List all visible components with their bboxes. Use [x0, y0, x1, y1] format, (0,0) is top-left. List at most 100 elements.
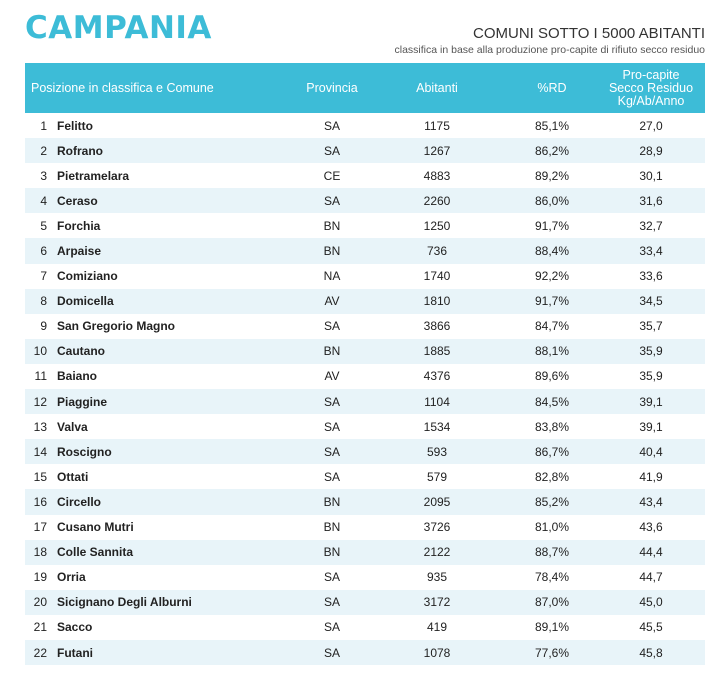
rank-cell: 13: [33, 419, 47, 434]
provincia-cell: SA: [323, 118, 340, 133]
provincia-cell: SA: [323, 595, 340, 610]
rd-cell: 87,0%: [534, 595, 570, 610]
abitanti-cell: 3866: [423, 319, 451, 334]
provincia-cell: SA: [323, 444, 340, 459]
comune-cell: Arpaise: [57, 244, 102, 259]
comune-cell: Rofrano: [57, 143, 103, 158]
column-header-procapite-line3: Kg/Ab/Anno: [617, 93, 685, 108]
rd-cell: 85,1%: [534, 118, 570, 133]
table-row: 12 Piaggine SA 1104 84,5% 39,1: [25, 389, 705, 415]
secco-residuo-cell: 44,4: [639, 545, 663, 560]
abitanti-cell: 1250: [423, 218, 451, 233]
rank-cell: 14: [33, 444, 47, 459]
provincia-cell: BN: [323, 494, 341, 509]
provincia-cell: SA: [323, 394, 340, 409]
abitanti-cell: 1740: [423, 269, 451, 284]
rank-cell: 3: [40, 168, 47, 183]
secco-residuo-cell: 27,0: [639, 118, 663, 133]
table-row: 5 Forchia BN 1250 91,7% 32,7: [25, 213, 705, 239]
rank-cell: 12: [33, 394, 47, 409]
comune-cell: Ceraso: [57, 193, 98, 208]
rd-cell: 89,2%: [534, 168, 570, 183]
secco-residuo-cell: 43,4: [639, 494, 663, 509]
table-row: 19 Orria SA 935 78,4% 44,7: [25, 564, 705, 590]
comune-cell: Cusano Mutri: [57, 520, 134, 535]
column-header-procapite: Pro-capite Secco Residuo Kg/Ab/Anno: [597, 63, 705, 113]
rank-cell: 20: [33, 595, 47, 610]
provincia-cell: CE: [323, 168, 341, 183]
comune-cell: San Gregorio Magno: [57, 319, 176, 334]
table-row: 17 Cusano Mutri BN 3726 81,0% 43,6: [25, 514, 705, 540]
rank-cell: 19: [33, 570, 47, 585]
rank-cell: 16: [33, 494, 47, 509]
provincia-cell: SA: [323, 645, 340, 660]
column-header-abitanti: Abitanti: [416, 81, 458, 95]
table-row: 13 Valva SA 1534 83,8% 39,1: [25, 414, 705, 440]
secco-residuo-cell: 33,6: [639, 269, 663, 284]
region-title: CAMPANIA: [25, 10, 212, 46]
secco-residuo-cell: 28,9: [639, 143, 663, 158]
rank-cell: 2: [40, 143, 47, 158]
abitanti-cell: 1534: [423, 419, 451, 434]
comune-cell: Ottati: [57, 469, 89, 484]
abitanti-cell: 593: [426, 444, 448, 459]
provincia-cell: BN: [323, 545, 341, 560]
provincia-cell: SA: [323, 620, 340, 635]
abitanti-cell: 1078: [423, 645, 451, 660]
comune-cell: Cautano: [57, 344, 105, 359]
rd-cell: 88,1%: [534, 344, 570, 359]
abitanti-cell: 1885: [423, 344, 451, 359]
secco-residuo-cell: 32,7: [639, 218, 663, 233]
table-row: 22 Futani SA 1078 77,6% 45,8: [25, 639, 705, 666]
secco-residuo-cell: 35,7: [639, 319, 663, 334]
secco-residuo-cell: 45,8: [639, 645, 663, 660]
abitanti-cell: 579: [426, 469, 448, 484]
secco-residuo-cell: 33,4: [639, 244, 663, 259]
table-row: 3 Pietramelara CE 4883 89,2% 30,1: [25, 163, 705, 189]
secco-residuo-cell: 39,1: [639, 394, 663, 409]
rd-cell: 92,2%: [534, 269, 570, 284]
secco-residuo-cell: 35,9: [639, 344, 663, 359]
rd-cell: 86,2%: [534, 143, 570, 158]
provincia-cell: SA: [323, 319, 340, 334]
abitanti-cell: 419: [426, 620, 448, 635]
comune-cell: Domicella: [57, 294, 114, 309]
secco-residuo-cell: 44,7: [639, 570, 663, 585]
abitanti-cell: 2122: [423, 545, 451, 560]
rank-cell: 17: [33, 520, 47, 535]
rd-cell: 84,7%: [534, 319, 570, 334]
rd-cell: 86,0%: [534, 193, 570, 208]
rd-cell: 77,6%: [534, 645, 570, 660]
provincia-cell: SA: [323, 193, 340, 208]
column-header-provincia: Provincia: [306, 81, 358, 95]
rank-cell: 15: [33, 469, 47, 484]
column-header-position-comune: Posizione in classifica e Comune: [31, 81, 214, 95]
table-row: 16 Circello BN 2095 85,2% 43,4: [25, 489, 705, 515]
provincia-cell: AV: [324, 294, 340, 309]
abitanti-cell: 1104: [424, 394, 450, 409]
table-row: 21 Sacco SA 419 89,1% 45,5: [25, 614, 705, 640]
provincia-cell: SA: [323, 469, 340, 484]
comune-cell: Sicignano Degli Alburni: [57, 595, 192, 610]
provincia-cell: BN: [323, 218, 341, 233]
rd-cell: 89,1%: [534, 620, 570, 635]
abitanti-cell: 4376: [423, 369, 451, 384]
rd-cell: 83,8%: [534, 419, 570, 434]
comune-cell: Pietramelara: [57, 168, 130, 183]
comune-cell: Baiano: [57, 369, 98, 384]
provincia-cell: BN: [323, 244, 341, 259]
rd-cell: 82,8%: [534, 469, 570, 484]
rank-cell: 1: [40, 118, 47, 133]
rd-cell: 78,4%: [534, 570, 570, 585]
column-header-rd: %RD: [537, 81, 567, 95]
secco-residuo-cell: 45,5: [639, 620, 663, 635]
secco-residuo-cell: 34,5: [639, 294, 663, 309]
comune-cell: Roscigno: [57, 444, 112, 459]
rd-cell: 88,7%: [534, 545, 570, 560]
abitanti-cell: 736: [426, 244, 448, 259]
table-row: 18 Colle Sannita BN 2122 88,7% 44,4: [25, 539, 705, 565]
rank-cell: 18: [33, 545, 47, 560]
table-header-row: Posizione in classifica e Comune Provinc…: [25, 63, 705, 113]
rank-cell: 5: [40, 218, 47, 233]
secco-residuo-cell: 43,6: [639, 520, 663, 535]
